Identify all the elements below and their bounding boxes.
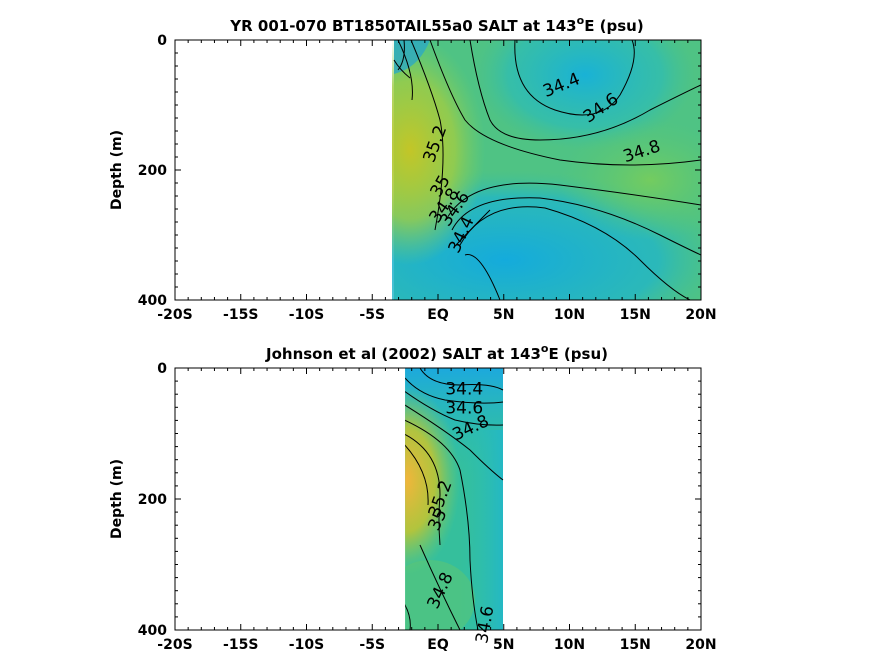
panel-model: YR 001-070 BT1850TAIL55a0 SALT at 143oE … — [109, 14, 717, 323]
panel-obs-title: Johnson et al (2002) SALT at 143oE (psu) — [265, 342, 608, 363]
panel-obs-ytick-label: 0 — [157, 361, 167, 377]
panel-obs-xtick-label: 15N — [620, 637, 651, 653]
panel-model-title: YR 001-070 BT1850TAIL55a0 SALT at 143oE … — [229, 14, 643, 35]
panel-model-ylabel: Depth (m) — [109, 130, 125, 210]
panel-obs-ytick-label: 200 — [138, 492, 167, 508]
panel-model-xtick-label: 20N — [685, 307, 716, 323]
panel-model-xtick-label: -15S — [223, 307, 258, 323]
panel-model-xtick-label: 5N — [493, 307, 514, 323]
panel-obs-xtick-label: 10N — [554, 637, 585, 653]
panel-model-field — [391, 40, 701, 300]
panel-obs-xtick-label: -5S — [359, 637, 385, 653]
panel-obs-xtick-label: 20N — [685, 637, 716, 653]
panel-obs-ytick-label: 400 — [138, 623, 167, 639]
panel-obs-contour-label: 34.6 — [445, 399, 483, 419]
panel-obs-xtick-label: -15S — [223, 637, 258, 653]
panel-model-xtick-label: -20S — [157, 307, 192, 323]
panel-model-ytick-label: 200 — [138, 163, 167, 179]
panel-obs-ylabel: Depth (m) — [109, 459, 125, 539]
panel-obs-xtick-label: 5N — [493, 637, 514, 653]
panel-obs-xtick-label: -20S — [157, 637, 192, 653]
panel-model-xtick-label: 15N — [620, 307, 651, 323]
panel-model-ytick-label: 400 — [138, 293, 167, 309]
panel-model-xtick-label: -10S — [289, 307, 324, 323]
panel-model-xtick-label: EQ — [427, 307, 449, 323]
panel-model-ytick-label: 0 — [157, 33, 167, 49]
panel-model-xtick-label: 10N — [554, 307, 585, 323]
panel-obs-axes: -20S -15S -10S -5S EQ 5N 10N 15N 20N 0 200 400 Depth… — [109, 361, 717, 653]
panel-model-xtick-label: -5S — [359, 307, 385, 323]
panel-obs: Johnson et al (2002) SALT at 143oE (psu)… — [109, 342, 717, 653]
panel-obs-field — [405, 368, 504, 630]
panel-model-axes: -20S -15S -10S -5S EQ 5N 10N 15N 20N 0 200 400 Depth… — [109, 33, 717, 323]
panel-obs-xtick-label: -10S — [289, 637, 324, 653]
panel-obs-contour-label: 34.4 — [445, 380, 483, 400]
panel-obs-xtick-label: EQ — [427, 637, 449, 653]
